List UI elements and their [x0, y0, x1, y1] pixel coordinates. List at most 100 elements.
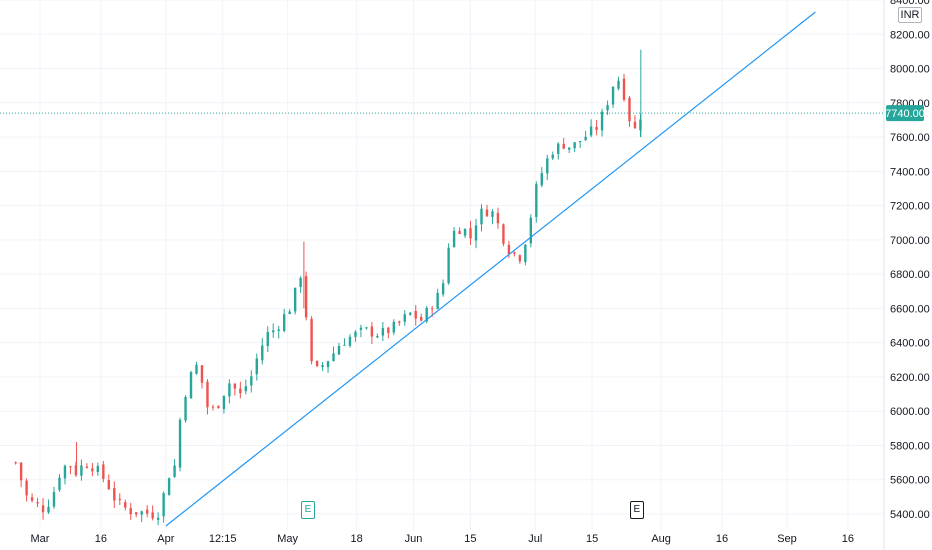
candle-down [513, 252, 516, 254]
candle-up [52, 492, 56, 507]
candle-up [178, 419, 182, 468]
candle-up [343, 344, 346, 346]
candle-up [617, 80, 620, 89]
candle-up [272, 330, 275, 333]
price-tick-label: 6600.00 [890, 303, 930, 315]
candle-up [491, 211, 494, 217]
candle-down [233, 383, 237, 389]
candle-down [315, 360, 319, 366]
candle-up [551, 154, 554, 159]
price-tick-label: 7600.00 [890, 132, 930, 144]
candle-up [474, 225, 478, 241]
price-tick-label: 6000.00 [890, 406, 930, 418]
candle-up [611, 86, 615, 105]
candles [14, 49, 642, 526]
candle-down [118, 498, 121, 501]
candle-up [261, 345, 264, 361]
candle-up [299, 277, 302, 288]
candle-up [600, 111, 604, 131]
candle-up [524, 244, 527, 263]
earnings-event-icon[interactable]: E [300, 501, 315, 519]
candle-up [321, 365, 324, 368]
candle-up [173, 465, 176, 477]
candle-down [622, 78, 626, 100]
candle-up [557, 143, 560, 154]
grid-lines [0, 0, 884, 530]
candle-up [535, 184, 538, 217]
candle-up [567, 147, 571, 150]
candle-up [546, 158, 549, 174]
price-tick-label: 8000.00 [890, 64, 930, 76]
candle-up [529, 217, 533, 244]
price-tick-label: 5400.00 [890, 509, 930, 521]
price-tick-label: 6400.00 [890, 338, 930, 350]
candle-up [156, 517, 160, 520]
candle-up [167, 478, 171, 496]
candle-up [250, 376, 253, 386]
candle-up [47, 506, 50, 513]
candle-up [80, 465, 83, 476]
price-tick-label: 8400.00 [890, 0, 930, 7]
candle-up [589, 126, 593, 136]
time-tick-label: 15 [464, 533, 476, 545]
candle-up [195, 364, 198, 374]
price-tick-label: 7000.00 [890, 235, 930, 247]
time-axis[interactable]: Mar 16 Apr 12:15 May 18 Jun 15 Jul 15 Aug 16 Sep 16 [31, 533, 854, 545]
last-price-label: 7740.00 [885, 105, 925, 122]
candle-down [113, 487, 116, 501]
candle-up [376, 336, 379, 338]
svg-text:7740.00: 7740.00 [885, 108, 925, 120]
candle-up [480, 208, 483, 225]
candle-down [124, 502, 127, 508]
candle-up [255, 358, 258, 375]
trendline[interactable] [165, 11, 816, 527]
candle-down [129, 508, 132, 515]
candle-up [162, 493, 165, 517]
candle-up [452, 230, 456, 248]
candle-down [25, 480, 28, 496]
candle-up [326, 361, 330, 368]
price-tick-label: 7200.00 [890, 201, 930, 213]
time-tick-label: 16 [716, 533, 728, 545]
candle-up [447, 247, 450, 284]
price-tick-label: 6200.00 [890, 372, 930, 384]
time-tick-label: 15 [586, 533, 598, 545]
candle-down [30, 497, 34, 501]
currency-label[interactable]: INR [898, 7, 922, 23]
candle-up [228, 383, 231, 397]
candle-down [200, 365, 204, 383]
candle-down [518, 255, 522, 262]
candle-down [135, 512, 138, 515]
time-tick-label: 16 [95, 533, 107, 545]
candle-down [387, 327, 390, 333]
candle-up [244, 386, 248, 392]
candle-up [403, 314, 406, 322]
price-axis[interactable]: 8400.008200.008000.007800.007600.007400.… [890, 0, 930, 521]
candle-up [578, 141, 582, 143]
earnings-event-icon[interactable]: E [629, 501, 644, 519]
time-tick-label: 16 [842, 533, 854, 545]
candle-down [633, 121, 637, 129]
candle-up [540, 173, 543, 186]
candle-down [91, 468, 94, 472]
candle-down [217, 405, 220, 409]
time-tick-label: 12:15 [209, 533, 237, 545]
candle-down [36, 502, 39, 504]
candle-up [573, 142, 576, 149]
candle-up [463, 228, 467, 236]
candle-down [239, 388, 242, 394]
candle-up [348, 336, 352, 346]
candle-up [354, 331, 357, 337]
candle-up [140, 511, 143, 515]
candle-down [485, 209, 489, 217]
candle-down [507, 244, 511, 255]
candle-up [293, 287, 297, 312]
time-tick-label: 18 [351, 533, 363, 545]
candle-up [282, 314, 286, 332]
price-tick-label: 6800.00 [890, 269, 930, 281]
time-tick-label: Sep [777, 533, 797, 545]
candle-up [58, 477, 61, 490]
candle-up [184, 396, 187, 421]
candle-down [595, 126, 598, 131]
